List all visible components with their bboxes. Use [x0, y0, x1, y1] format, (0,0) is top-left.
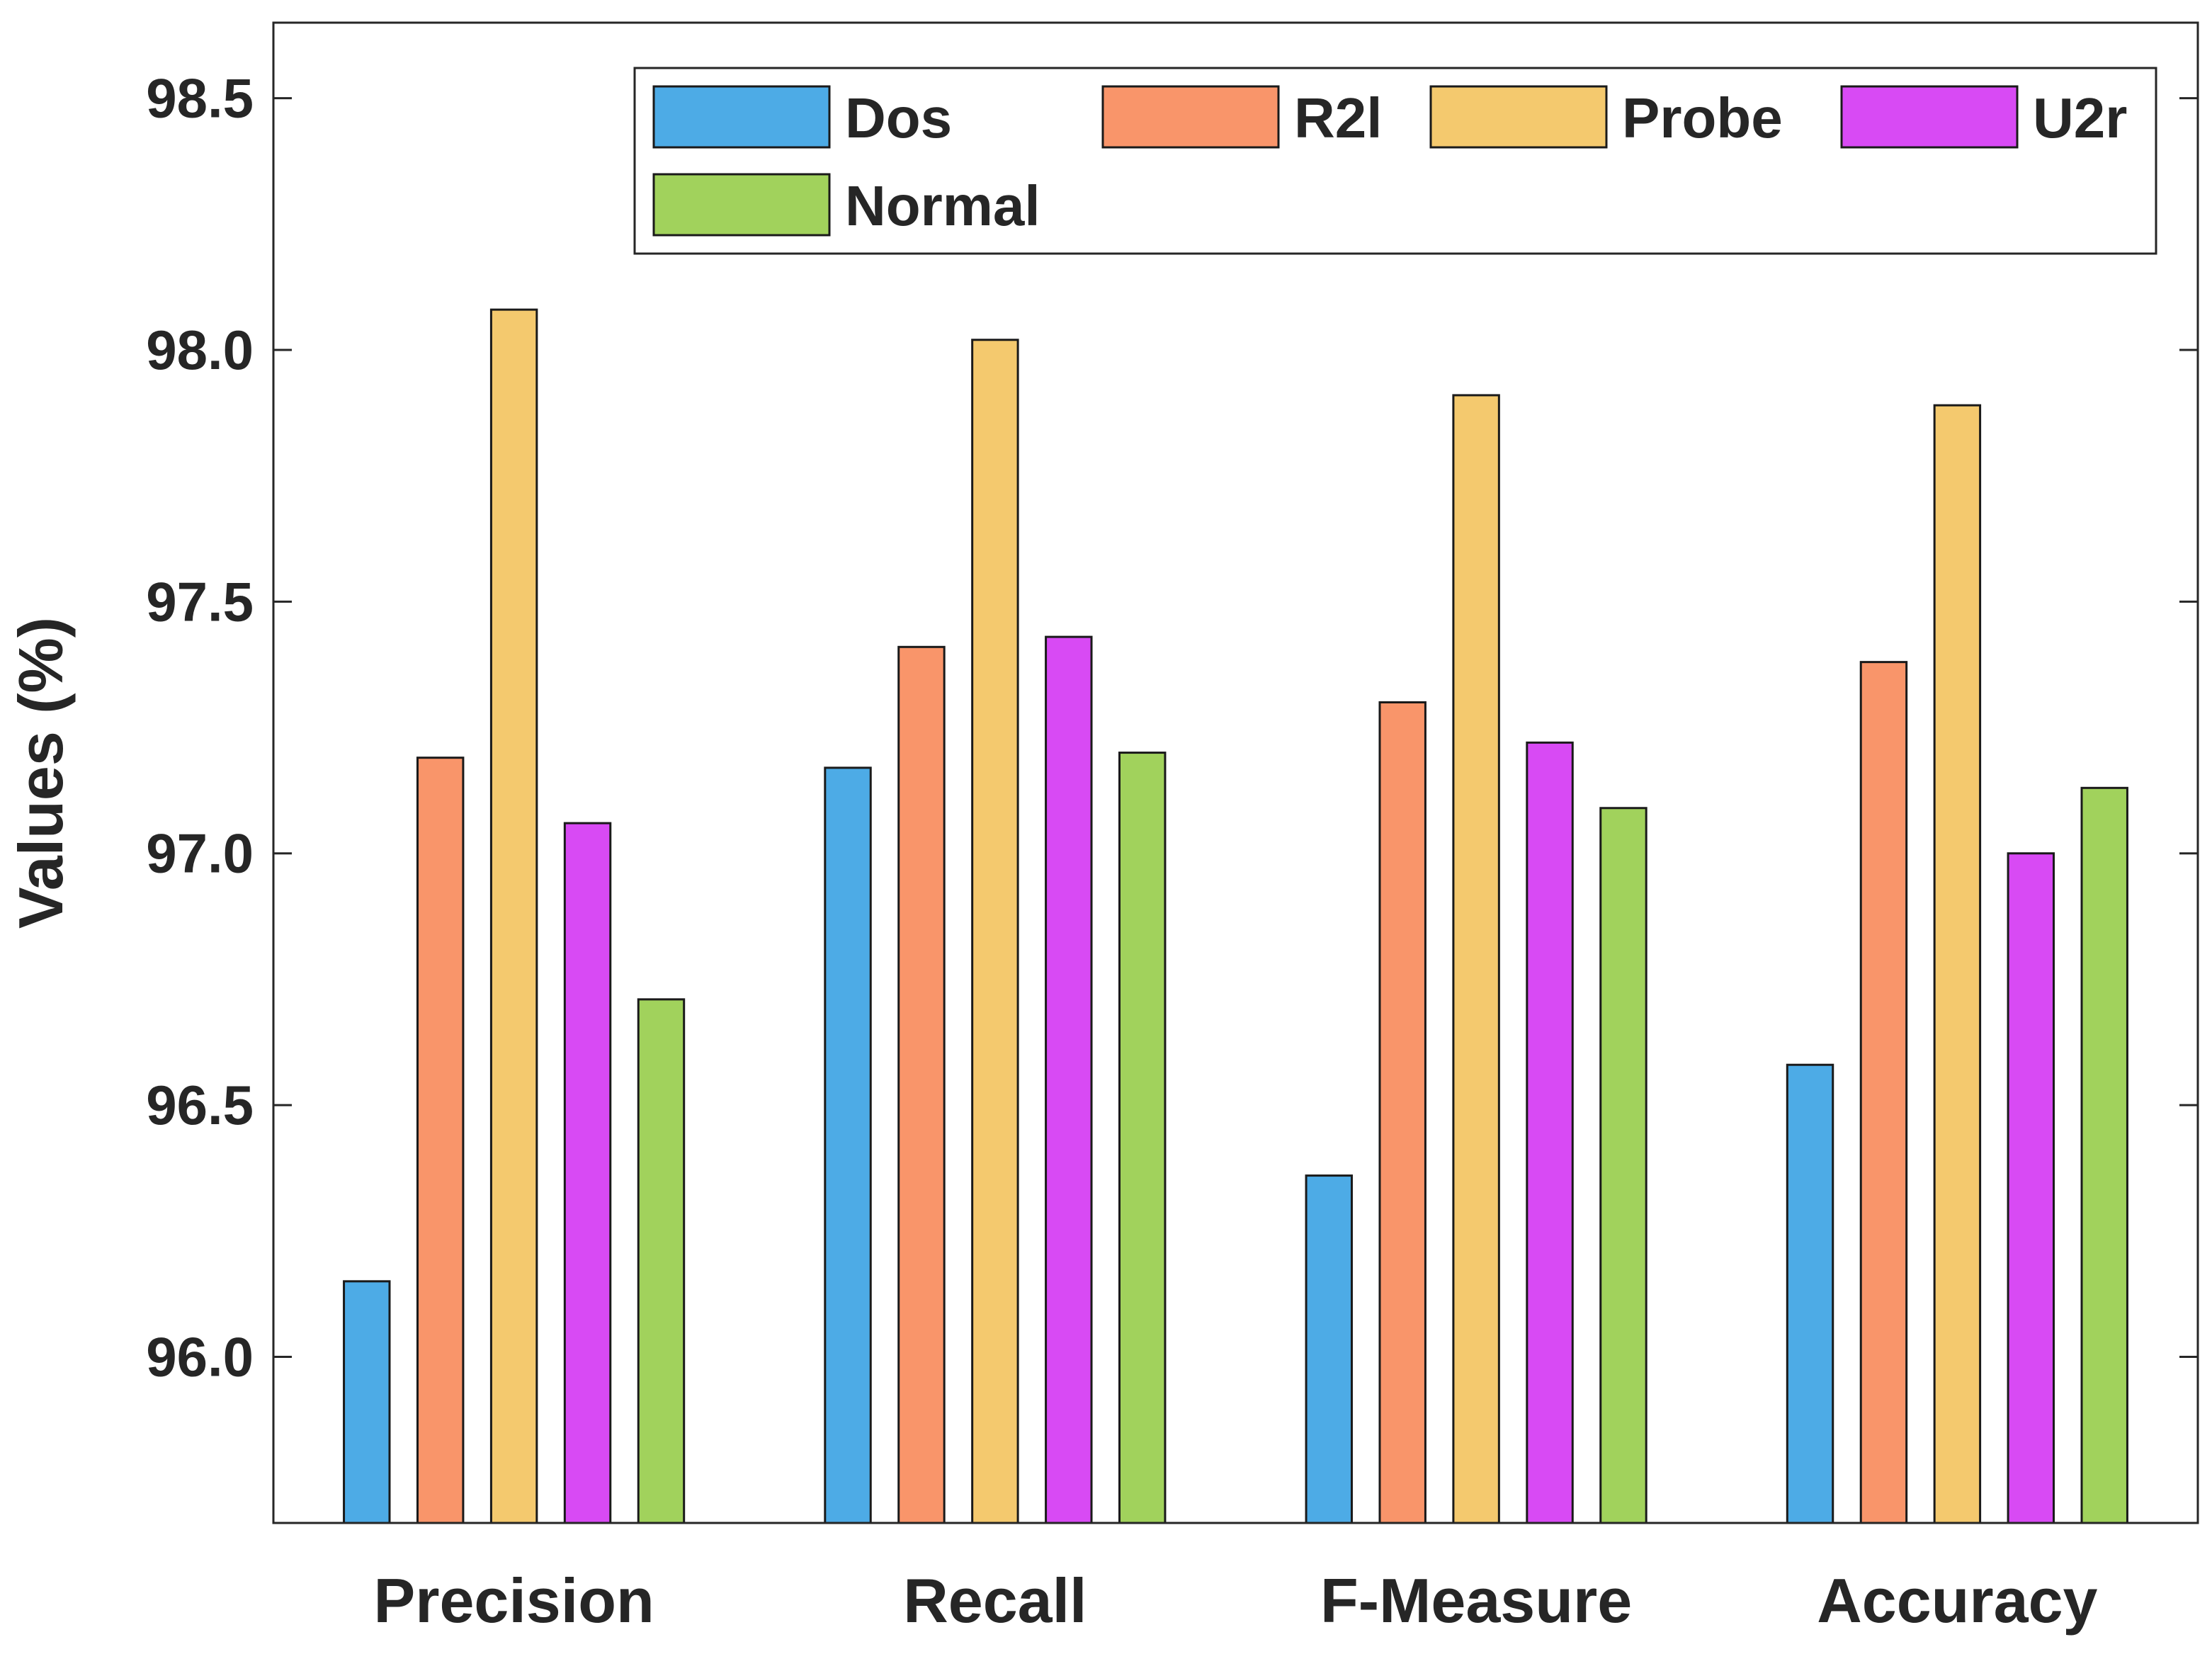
bar-u2r-recall — [1045, 635, 1093, 1524]
legend-swatch-u2r — [1840, 85, 2019, 149]
x-category-label: Recall — [903, 1565, 1087, 1636]
bar-probe-recall — [971, 339, 1019, 1524]
y-axis-label: Values (%) — [6, 617, 76, 929]
bar-normal-recall — [1118, 752, 1167, 1524]
bar-dos-precision — [343, 1280, 391, 1524]
y-axis-tick-labels: 96.0 96.5 97.0 97.5 98.0 98.5 — [146, 67, 254, 1388]
legend-label-r2l: R2l — [1294, 86, 1383, 149]
bar-probe-accuracy — [1933, 404, 1982, 1524]
y-axis-ticks — [273, 97, 2198, 1358]
y-tick-label: 98.0 — [146, 319, 254, 381]
bar-dos-recall — [824, 766, 872, 1524]
y-tick-label: 97.0 — [146, 822, 254, 885]
bar-r2l-recall — [897, 645, 946, 1524]
legend-swatch-normal — [652, 173, 831, 237]
bar-probe-f-measure — [1452, 394, 1500, 1524]
bars-layer — [343, 308, 2128, 1524]
bar-u2r-accuracy — [2007, 852, 2055, 1524]
bar-r2l-precision — [416, 757, 465, 1524]
legend: Dos R2l Probe U2r Normal — [633, 67, 2157, 255]
legend-swatch-probe — [1429, 85, 1608, 149]
y-tick-label: 97.5 — [146, 570, 254, 633]
bar-probe-precision — [489, 308, 538, 1524]
x-axis-category-labels: Precision Recall F-Measure Accuracy — [374, 1565, 2098, 1636]
bar-u2r-precision — [563, 822, 612, 1524]
bar-r2l-f-measure — [1378, 701, 1427, 1524]
y-tick-label: 98.5 — [146, 67, 254, 130]
legend-swatch-dos — [652, 85, 831, 149]
bar-u2r-f-measure — [1526, 741, 1574, 1524]
y-tick-label: 96.0 — [146, 1325, 254, 1388]
legend-label-probe: Probe — [1622, 86, 1783, 149]
axes-frame — [272, 21, 2199, 1524]
legend-swatch-r2l — [1101, 85, 1280, 149]
legend-label-normal: Normal — [845, 174, 1040, 237]
bar-r2l-accuracy — [1859, 661, 1908, 1524]
bar-normal-accuracy — [2080, 786, 2128, 1524]
bar-normal-precision — [637, 998, 686, 1524]
bar-dos-f-measure — [1305, 1174, 1353, 1524]
x-category-label: F-Measure — [1320, 1565, 1632, 1636]
legend-label-dos: Dos — [845, 86, 952, 149]
bar-normal-f-measure — [1599, 807, 1647, 1524]
x-category-label: Precision — [374, 1565, 654, 1636]
legend-label-u2r: U2r — [2033, 86, 2127, 149]
x-category-label: Accuracy — [1817, 1565, 2097, 1636]
bar-dos-accuracy — [1786, 1063, 1834, 1524]
y-tick-label: 96.5 — [146, 1074, 254, 1136]
